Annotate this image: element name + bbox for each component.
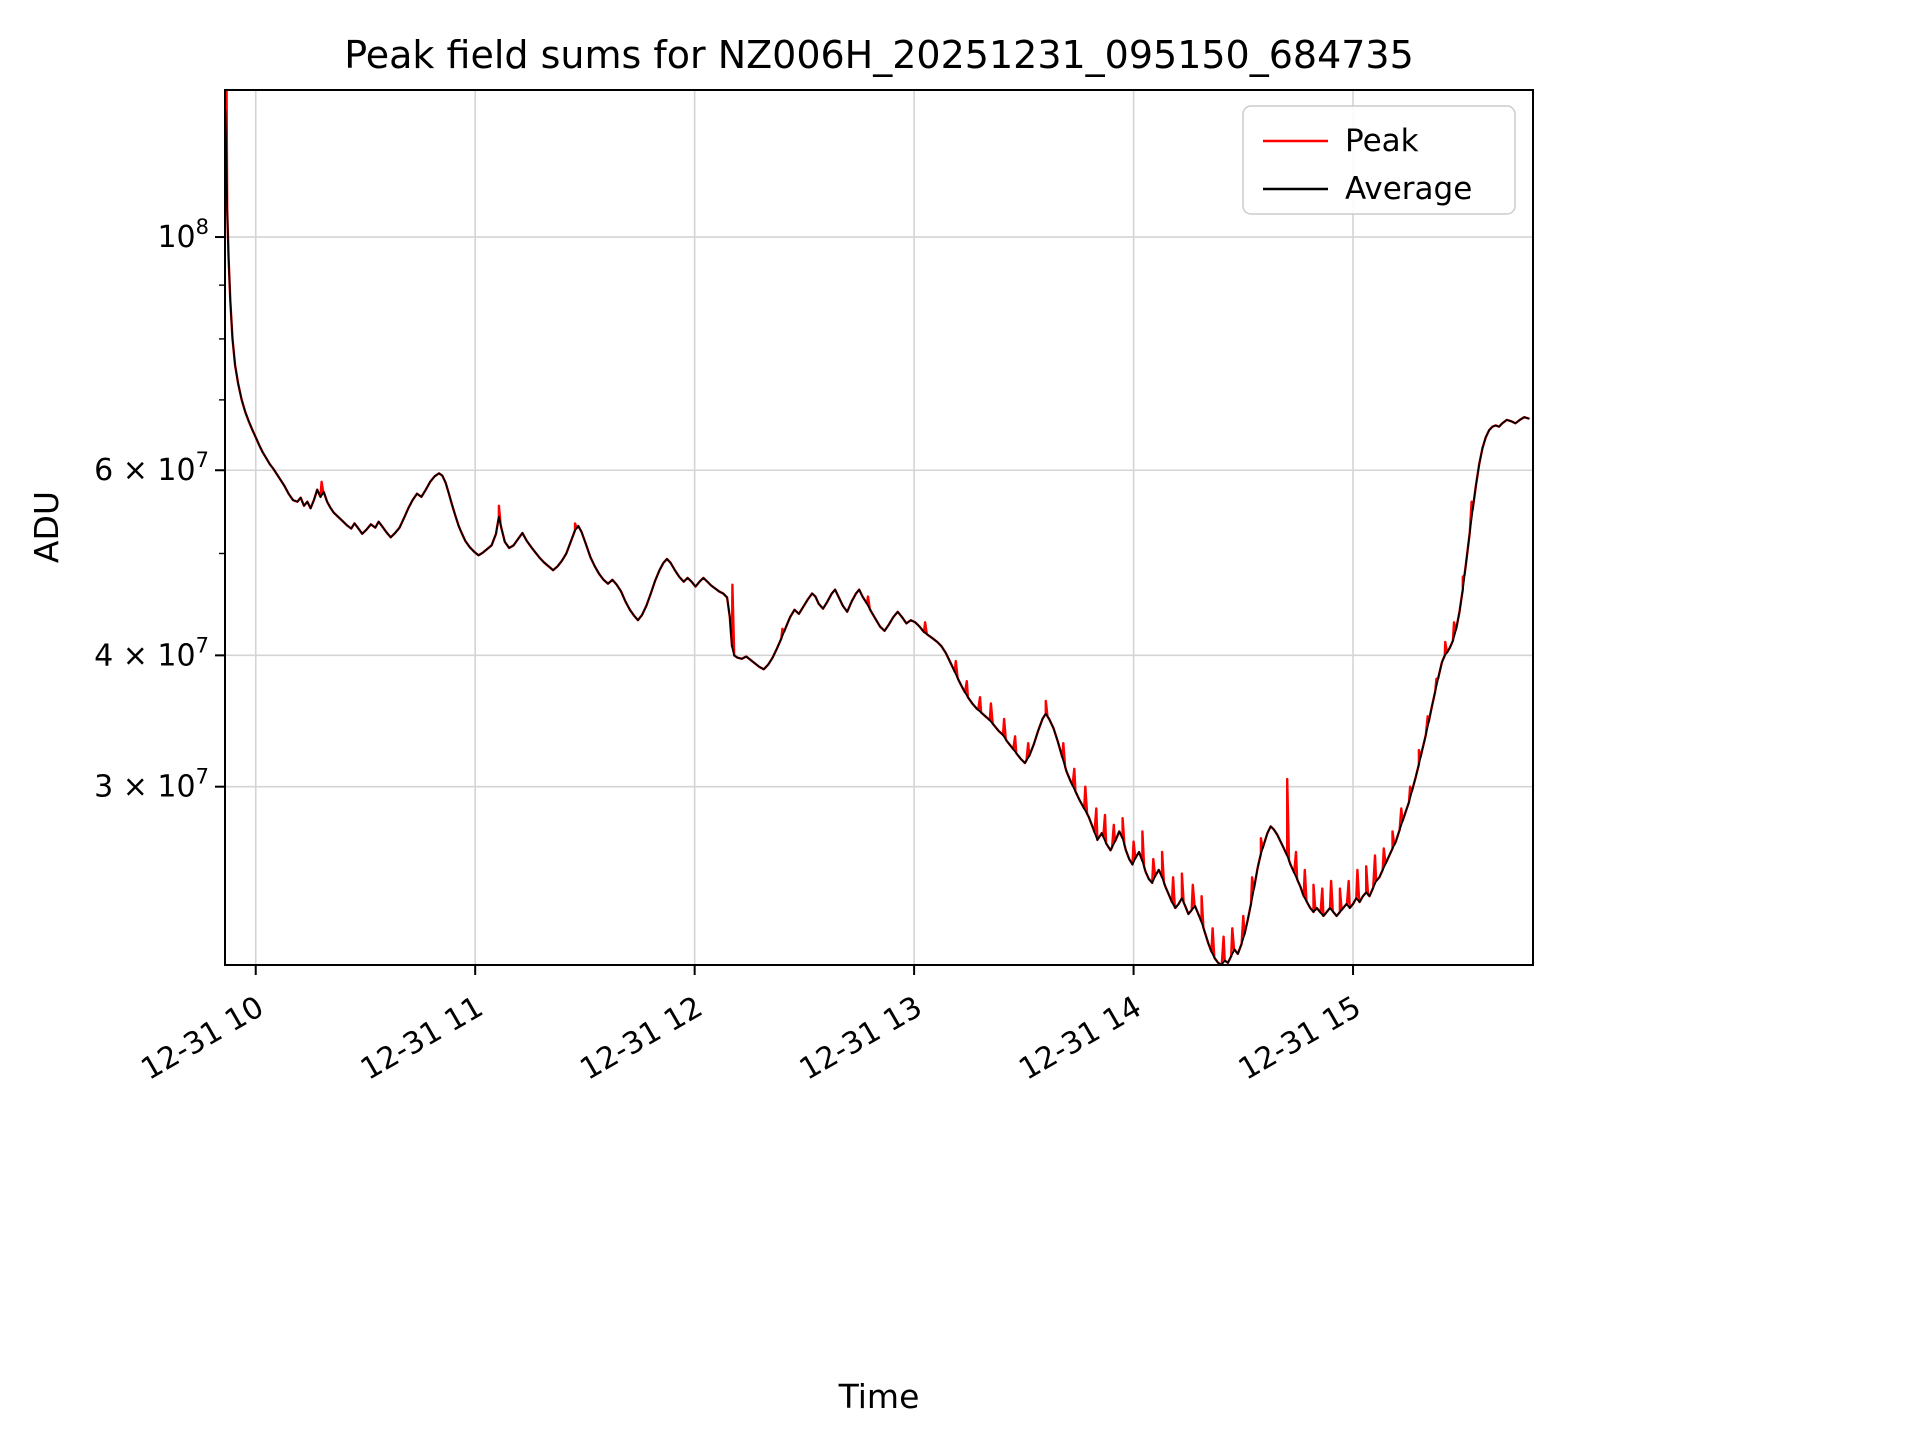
y-tick-label: 6 × 107 <box>94 448 209 488</box>
legend-label-peak: Peak <box>1345 123 1419 159</box>
axis-ticks: 12-31 10 12-31 11 12-31 12 12-31 13 12-31 14… <box>94 215 1367 1087</box>
gridlines <box>225 90 1533 965</box>
chart-title: Peak field sums for NZ006H_20251231_0951… <box>344 33 1414 77</box>
y-tick-label: 108 <box>157 215 209 255</box>
x-tick-label: 12-31 15 <box>1233 990 1367 1088</box>
series-lines <box>225 90 1530 965</box>
legend-label-average: Average <box>1345 171 1472 207</box>
x-tick-label: 12-31 12 <box>574 990 708 1088</box>
legend-box <box>1242 105 1516 215</box>
average-line <box>225 109 1530 965</box>
y-axis-label: ADU <box>27 491 66 563</box>
x-tick-label: 12-31 11 <box>355 990 489 1088</box>
y-tick-label: 3 × 107 <box>94 765 209 805</box>
x-tick-label: 12-31 14 <box>1013 990 1147 1088</box>
y-tick-label: 4 × 107 <box>94 633 209 673</box>
x-axis-label: Time <box>838 1377 920 1416</box>
legend: Peak Average <box>1242 105 1516 215</box>
plot-border <box>224 89 1534 966</box>
x-tick-label: 12-31 13 <box>794 990 928 1088</box>
x-tick-label: 12-31 10 <box>135 990 269 1088</box>
